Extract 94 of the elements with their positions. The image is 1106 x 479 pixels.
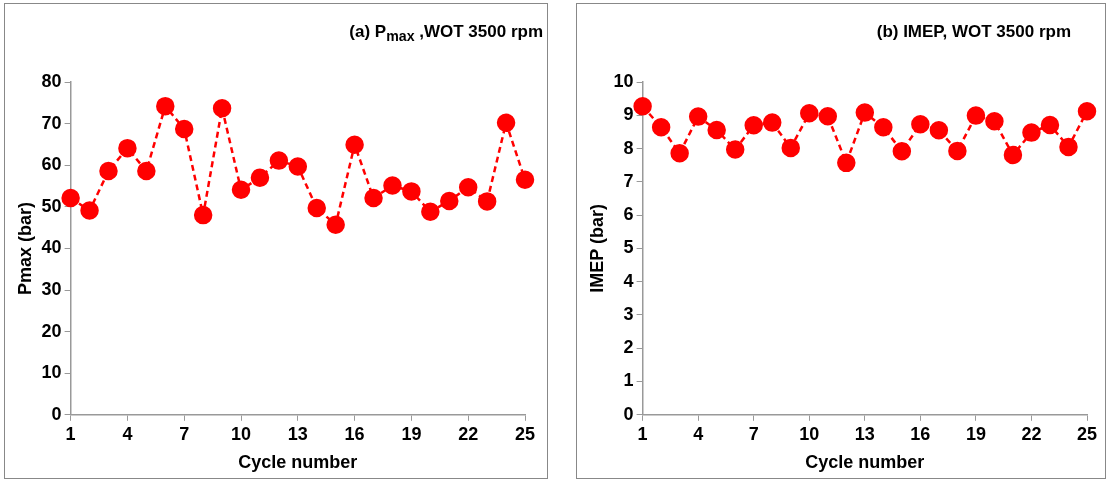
y-tick-label: 4 xyxy=(623,270,634,291)
x-tick-label: 7 xyxy=(748,423,759,444)
x-tick-label: 19 xyxy=(965,423,986,444)
chart-title: (b) IMEP, WOT 3500 rpm xyxy=(876,22,1071,42)
point xyxy=(874,118,893,137)
point xyxy=(250,168,270,187)
point xyxy=(1022,123,1041,142)
point xyxy=(633,97,652,116)
point xyxy=(707,120,726,140)
x-tick-label: 16 xyxy=(910,423,931,444)
point xyxy=(781,138,800,158)
y-tick-label: 3 xyxy=(623,303,634,324)
point xyxy=(948,141,967,161)
point xyxy=(364,188,383,208)
point xyxy=(269,151,289,170)
point xyxy=(326,215,345,234)
point xyxy=(985,112,1004,131)
x-tick-label: 10 xyxy=(231,423,252,444)
point xyxy=(1003,145,1023,165)
x-tick-label: 4 xyxy=(693,423,704,444)
point xyxy=(800,104,819,123)
x-tick-label: 13 xyxy=(287,423,308,444)
point xyxy=(1040,115,1060,135)
point xyxy=(688,107,708,126)
y-tick-label: 9 xyxy=(623,104,634,125)
y-tick-label: 10 xyxy=(41,362,62,383)
y-tick-label: 10 xyxy=(613,70,634,91)
y-tick-label: 8 xyxy=(623,137,634,158)
point xyxy=(725,140,745,159)
y-tick-label: 70 xyxy=(41,112,62,133)
point xyxy=(174,119,194,139)
point xyxy=(911,115,930,134)
point xyxy=(402,182,421,201)
point xyxy=(440,191,459,211)
point xyxy=(345,135,364,155)
point xyxy=(137,161,156,181)
y-tick-label: 1 xyxy=(623,370,634,391)
point xyxy=(515,170,535,190)
point xyxy=(156,96,175,116)
y-axis-title: Pmax (bar) xyxy=(14,201,35,295)
x-axis-title: Cycle number xyxy=(805,452,925,473)
point xyxy=(892,141,912,161)
point xyxy=(307,198,326,218)
point xyxy=(383,176,402,195)
point xyxy=(670,143,689,163)
y-tick-label: 0 xyxy=(623,403,634,424)
y-tick-label: 60 xyxy=(41,154,62,175)
point xyxy=(744,116,763,135)
point xyxy=(231,180,251,199)
point xyxy=(762,113,782,132)
point xyxy=(1077,102,1097,121)
point xyxy=(80,201,99,220)
y-tick-label: 50 xyxy=(41,195,62,216)
point xyxy=(61,188,80,208)
point xyxy=(99,161,118,181)
y-axis-title: IMEP (bar) xyxy=(586,204,607,293)
point xyxy=(929,121,949,140)
x-tick-label: 22 xyxy=(1021,423,1042,444)
y-tick-label: 2 xyxy=(623,337,634,358)
point xyxy=(496,113,516,133)
y-tick-label: 30 xyxy=(41,278,62,299)
point xyxy=(837,153,856,173)
y-tick-label: 20 xyxy=(41,320,62,341)
y-tick-label: 40 xyxy=(41,237,62,258)
point xyxy=(421,202,440,222)
point xyxy=(966,106,986,125)
y-tick-label: 6 xyxy=(623,204,634,225)
x-tick-label: 13 xyxy=(854,423,875,444)
x-axis-title: Cycle number xyxy=(238,452,358,473)
point xyxy=(118,138,137,158)
x-tick-label: 25 xyxy=(514,423,536,444)
point xyxy=(651,118,671,137)
x-tick-label: 22 xyxy=(458,423,479,444)
y-tick-label: 7 xyxy=(623,170,634,191)
point xyxy=(1059,137,1078,157)
x-tick-label: 1 xyxy=(65,423,76,444)
point xyxy=(818,107,838,126)
point xyxy=(477,192,497,211)
point xyxy=(193,205,213,225)
x-tick-label: 10 xyxy=(799,423,820,444)
x-tick-label: 16 xyxy=(344,423,365,444)
x-tick-label: 1 xyxy=(637,423,648,444)
y-tick-label: 5 xyxy=(623,237,634,258)
point xyxy=(212,98,232,118)
chart-title: (a) P$_{max}$ ,WOT 3500 rpm xyxy=(349,22,543,45)
x-tick-label: 7 xyxy=(179,423,190,444)
x-tick-label: 4 xyxy=(122,423,133,444)
y-tick-label: 80 xyxy=(41,70,62,91)
point xyxy=(288,157,308,176)
y-tick-label: 0 xyxy=(51,403,62,424)
x-tick-label: 25 xyxy=(1076,423,1098,444)
point xyxy=(458,178,478,197)
point xyxy=(855,103,875,122)
x-tick-label: 19 xyxy=(401,423,422,444)
